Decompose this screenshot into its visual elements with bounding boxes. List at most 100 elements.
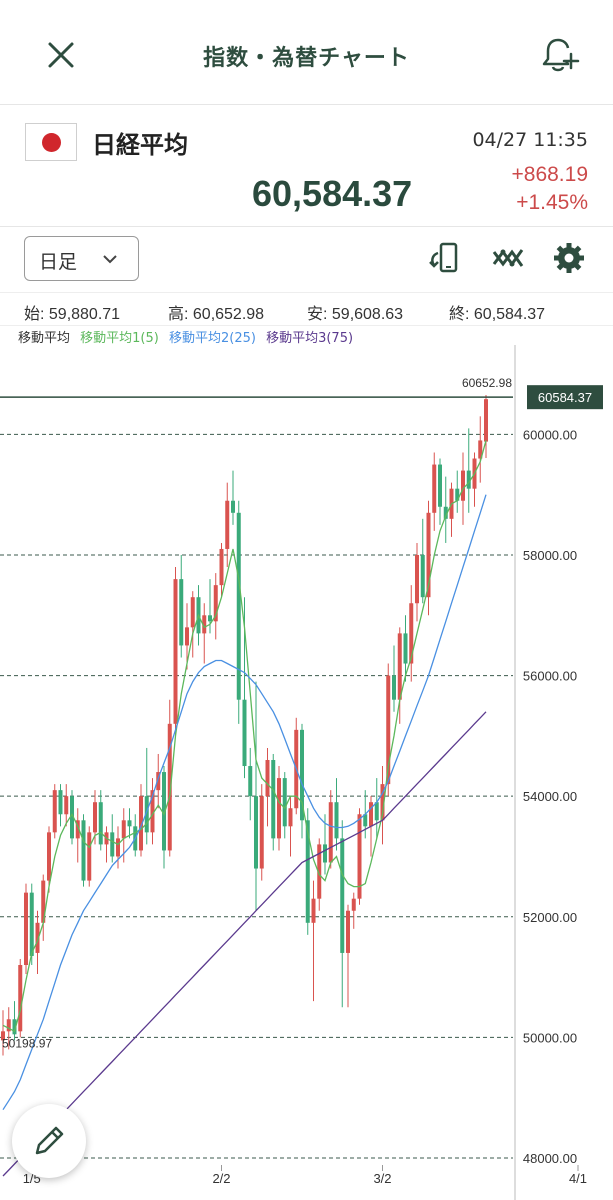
candle-body [374,802,379,821]
chart-toolbar: 日足 [0,228,613,290]
y-tick-label: 60000.00 [523,427,577,442]
candle-body [185,627,189,646]
page-title: 指数・為替チャート [203,46,410,71]
ma1-line [2,440,487,1033]
candle-body [282,778,287,827]
candle-body [466,470,471,489]
ma3-line [2,711,487,1177]
candle-body [386,675,391,785]
candle-body [190,597,195,628]
y-tick-label: 56000.00 [523,669,577,684]
candle-body [6,1019,11,1032]
candle-body [219,548,224,586]
candle-body [81,820,86,881]
candle-body [24,892,28,965]
candle-body [363,814,368,827]
close-icon [48,42,74,68]
bell-plus-icon [542,38,580,72]
candle-body [311,898,316,923]
gear-icon [554,243,584,273]
candle-body [277,778,281,839]
candle-body [265,760,270,797]
candle-body [288,808,293,827]
close-button[interactable] [40,34,82,76]
candle-body [392,675,396,700]
candle-body [305,820,310,923]
candle-body [150,790,155,833]
last-price-badge [527,385,603,410]
candle-body [202,615,207,634]
candle-body [47,832,51,881]
high-label: 60652.98 [462,376,512,390]
candle-body [167,723,172,851]
y-tick-label: 54000.00 [523,789,577,804]
candle-body [127,820,132,827]
y-tick-label: 50000.00 [523,1030,577,1045]
candle-body [213,585,218,622]
rotate-phone-icon [429,242,458,273]
low-value: 安: 59,608.63 [307,306,404,323]
close-value: 終: 60,584.37 [449,306,546,323]
x-tick-label: 4/1 [569,1171,587,1186]
candle-body [259,796,264,869]
ma1-legend: 移動平均1(5) [80,331,159,346]
candle-body [317,844,322,899]
candle-body [484,399,488,442]
pencil-icon [35,1126,64,1155]
candle-body [98,802,103,845]
candle-body [41,880,46,923]
candle-body [156,772,161,791]
candle-body [208,615,212,622]
candle-body [351,898,356,911]
quote-header: 日経平均 04/27 11:35 60,584.37 +868.19 +1.45… [0,105,613,227]
ma-legend-label: 移動平均 [18,331,71,346]
candle-body [144,796,149,833]
high-value: 高: 60,652.98 [168,306,265,323]
candle-body [248,766,253,797]
y-tick-label: 58000.00 [523,548,577,563]
candle-body [93,802,97,833]
add-alert-button[interactable] [538,34,580,76]
candle-body [12,1019,17,1035]
candle-body [357,814,362,899]
candle-body [254,796,258,869]
open-value: 始: 59,880.71 [24,306,121,323]
draw-button[interactable] [12,1104,86,1178]
candle-body [179,579,184,646]
candle-body [139,796,143,851]
index-name: 日経平均 [92,131,188,159]
candle-body [242,699,247,767]
ohlc-row: 始: 59,880.71 高: 60,652.98 安: 59,608.63 終… [0,292,613,326]
ma2-legend: 移動平均2(25) [168,331,256,346]
price-chart[interactable]: 60000.00 58000.00 56000.00 54000.00 52000.00… [0,345,613,1200]
candlestick-chart[interactable]: 60000.00 58000.00 56000.00 54000.00 52000.00… [0,345,613,1200]
candle-body [35,922,40,953]
candle-body [461,470,465,501]
candle-body [236,512,241,700]
candle-body [323,844,327,863]
candle-body [162,772,166,851]
candle-body [116,838,120,857]
quote-timestamp: 04/27 11:35 [472,129,588,151]
settings-button[interactable] [551,240,587,276]
candle-body [443,506,448,519]
last-price-label: 60584.37 [538,390,592,405]
candle-body [1,1031,5,1041]
ma-legend: 移動平均 移動平均1(5) 移動平均2(25) 移動平均3(75) [18,327,359,346]
rotate-phone-button[interactable] [427,240,463,276]
ma2-line [2,494,487,1111]
candle-body [409,603,414,664]
change-percent: +1.45% [516,191,588,214]
candle-body [173,579,178,724]
period-select[interactable]: 日足 [24,236,139,281]
indicator-button[interactable] [490,240,526,276]
candle-body [18,965,23,1032]
candle-body [340,838,345,953]
change-value: +868.19 [511,163,589,186]
candle-body [403,633,408,664]
candle-body [328,802,333,863]
candle-body [52,790,57,833]
chevron-down-icon [103,255,117,264]
candle-body [438,464,442,507]
candle-body [87,832,92,881]
